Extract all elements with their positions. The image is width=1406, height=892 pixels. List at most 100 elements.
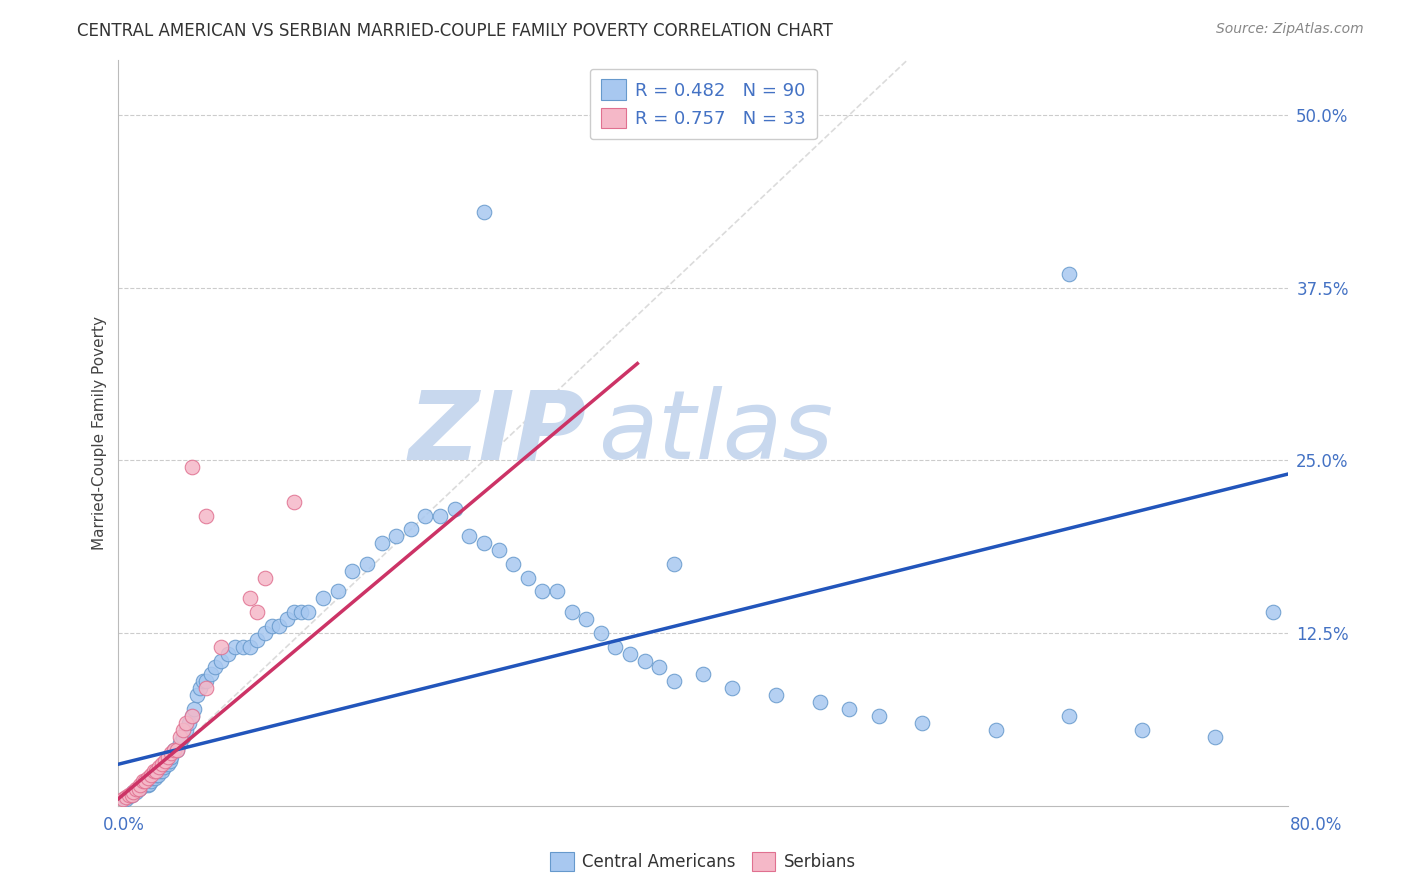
Point: [174, 723, 197, 737]
Text: 80.0%: 80.0%: [1291, 816, 1343, 834]
Point: [128, 782, 150, 797]
Point: [575, 612, 598, 626]
Point: [246, 605, 269, 619]
Point: [648, 660, 671, 674]
Text: Source: ZipAtlas.com: Source: ZipAtlas.com: [1216, 22, 1364, 37]
Point: [204, 660, 226, 674]
Point: [253, 571, 276, 585]
Point: [122, 785, 145, 799]
Point: [118, 789, 141, 803]
Point: [193, 674, 215, 689]
Point: [139, 768, 162, 782]
Point: [125, 782, 148, 797]
Legend: Central Americans, Serbians: Central Americans, Serbians: [541, 843, 865, 880]
Point: [160, 750, 183, 764]
Point: [692, 667, 714, 681]
Point: [188, 681, 211, 696]
Point: [662, 557, 685, 571]
Point: [157, 757, 180, 772]
Point: [186, 688, 208, 702]
Point: [911, 715, 934, 730]
Point: [129, 780, 152, 795]
Point: [157, 750, 180, 764]
Point: [148, 764, 170, 778]
Point: [134, 778, 156, 792]
Point: [488, 543, 510, 558]
Point: [172, 723, 194, 737]
Point: [868, 709, 890, 723]
Point: [253, 626, 276, 640]
Point: [136, 771, 159, 785]
Point: [195, 674, 218, 689]
Point: [838, 702, 860, 716]
Point: [114, 791, 136, 805]
Point: [145, 764, 167, 778]
Point: [143, 771, 166, 785]
Point: [634, 654, 657, 668]
Point: [269, 619, 291, 633]
Point: [177, 715, 200, 730]
Point: [155, 757, 177, 772]
Point: [502, 557, 524, 571]
Point: [246, 632, 269, 647]
Point: [290, 605, 312, 619]
Point: [166, 743, 188, 757]
Point: [721, 681, 744, 696]
Point: [232, 640, 254, 654]
Point: [142, 764, 165, 778]
Point: [180, 709, 202, 723]
Point: [276, 612, 298, 626]
Point: [114, 790, 136, 805]
Point: [605, 640, 627, 654]
Point: [415, 508, 437, 523]
Point: [224, 640, 246, 654]
Point: [141, 771, 163, 785]
Point: [183, 702, 205, 716]
Point: [239, 640, 262, 654]
Point: [195, 681, 218, 696]
Point: [765, 688, 787, 702]
Point: [561, 605, 583, 619]
Point: [180, 709, 202, 723]
Point: [589, 626, 612, 640]
Point: [118, 788, 141, 802]
Point: [129, 778, 152, 792]
Point: [260, 619, 283, 633]
Point: [148, 760, 170, 774]
Point: [342, 564, 364, 578]
Point: [239, 591, 262, 606]
Point: [429, 508, 451, 523]
Point: [169, 730, 191, 744]
Point: [209, 654, 232, 668]
Point: [128, 782, 150, 797]
Text: 0.0%: 0.0%: [103, 816, 145, 834]
Point: [200, 667, 222, 681]
Point: [121, 788, 143, 802]
Point: [150, 757, 173, 772]
Point: [122, 785, 145, 799]
Point: [139, 773, 162, 788]
Legend: R = 0.482   N = 90, R = 0.757   N = 33: R = 0.482 N = 90, R = 0.757 N = 33: [589, 69, 817, 139]
Point: [312, 591, 335, 606]
Point: [146, 768, 169, 782]
Point: [195, 508, 218, 523]
Point: [131, 778, 153, 792]
Point: [163, 743, 186, 757]
Point: [209, 640, 232, 654]
Point: [531, 584, 554, 599]
Point: [808, 695, 831, 709]
Point: [166, 743, 188, 757]
Point: [121, 788, 143, 802]
Point: [546, 584, 568, 599]
Point: [472, 536, 495, 550]
Point: [111, 791, 134, 805]
Point: [125, 785, 148, 799]
Point: [155, 755, 177, 769]
Point: [356, 557, 378, 571]
Point: [163, 743, 186, 757]
Point: [399, 522, 422, 536]
Point: [172, 730, 194, 744]
Point: [326, 584, 349, 599]
Text: CENTRAL AMERICAN VS SERBIAN MARRIED-COUPLE FAMILY POVERTY CORRELATION CHART: CENTRAL AMERICAN VS SERBIAN MARRIED-COUP…: [77, 22, 834, 40]
Point: [662, 674, 685, 689]
